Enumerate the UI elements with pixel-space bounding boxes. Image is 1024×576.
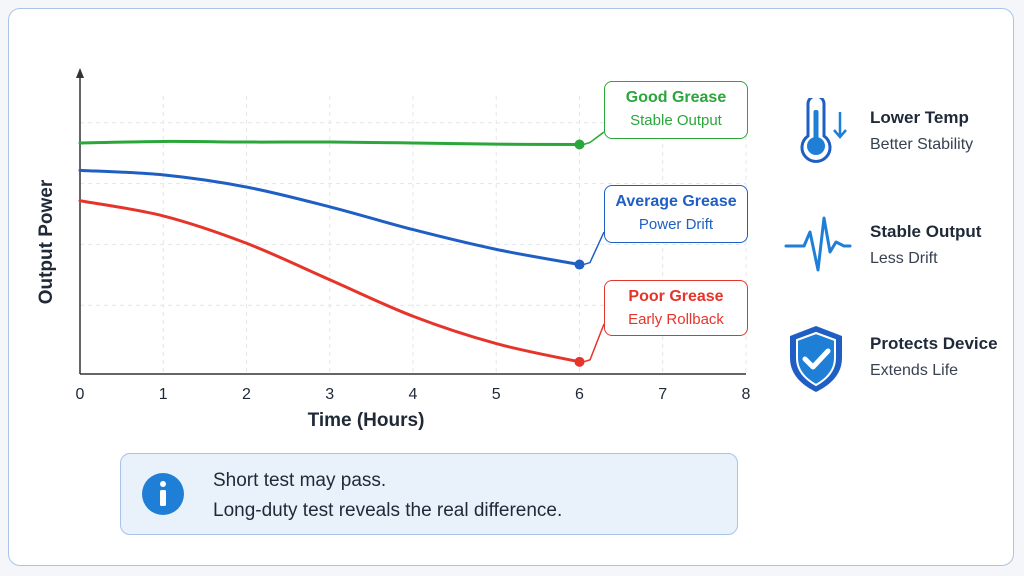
callout-average-grease: Average Grease Power Drift (604, 185, 748, 243)
callout-good-title: Good Grease (625, 89, 727, 106)
chart-series (78, 139, 585, 367)
chart-axes (76, 68, 746, 375)
series-line-0 (78, 139, 581, 146)
callout-poor-grease: Poor Grease Early Rollback (604, 280, 748, 336)
x-tick-label: 7 (658, 386, 667, 403)
callout-poor-subtitle: Early Rollback (628, 311, 724, 328)
y-axis-arrow (76, 68, 84, 78)
series-end-point-0 (574, 139, 585, 150)
series-end-point-2 (574, 356, 585, 367)
x-tick-labels: 0 1 2 3 4 5 6 7 8 (76, 386, 751, 403)
connector-1 (583, 231, 605, 266)
callout-connectors (583, 131, 605, 363)
connector-2 (583, 323, 605, 363)
feature-lower-temp: Lower Temp Better Stability (780, 98, 1010, 168)
x-tick-label: 4 (409, 386, 418, 403)
x-tick-label: 1 (159, 386, 168, 403)
waveform-icon (784, 216, 852, 272)
series-line-1 (78, 168, 581, 267)
feature-title: Protects Device (870, 334, 998, 353)
note-line-1: Short test may pass. (213, 470, 387, 491)
callout-poor-title: Poor Grease (628, 288, 724, 305)
feature-protects-device: Protects Device Extends Life (780, 324, 1010, 394)
callout-good-grease: Good Grease Stable Output (604, 81, 748, 139)
note-box: Short test may pass. Long-duty test reve… (120, 453, 738, 535)
x-axis-label: Time (Hours) (308, 410, 425, 431)
info-icon (142, 473, 184, 515)
x-tick-label: 5 (492, 386, 501, 403)
series-end-point-1 (574, 259, 585, 270)
y-axis-label: Output Power (36, 179, 57, 304)
feature-title: Stable Output (870, 222, 982, 241)
callout-average-title: Average Grease (615, 193, 737, 210)
feature-subtitle: Less Drift (870, 250, 938, 267)
callout-good-subtitle: Stable Output (630, 112, 722, 129)
x-tick-label: 0 (76, 386, 85, 403)
series-line-2 (78, 199, 581, 364)
feature-title: Lower Temp (870, 108, 969, 127)
thermometer-icon (800, 98, 847, 163)
shield-check-icon (790, 326, 842, 392)
x-tick-label: 3 (325, 386, 334, 403)
x-tick-label: 6 (575, 386, 584, 403)
feature-subtitle: Extends Life (870, 362, 959, 379)
callout-average-subtitle: Power Drift (638, 216, 714, 233)
x-tick-label: 2 (242, 386, 251, 403)
x-tick-label: 8 (742, 386, 751, 403)
feature-stable-output: Stable Output Less Drift (780, 212, 1010, 282)
note-line-2: Long-duty test reveals the real differen… (213, 500, 563, 521)
feature-subtitle: Better Stability (870, 136, 974, 153)
connector-0 (583, 131, 605, 146)
